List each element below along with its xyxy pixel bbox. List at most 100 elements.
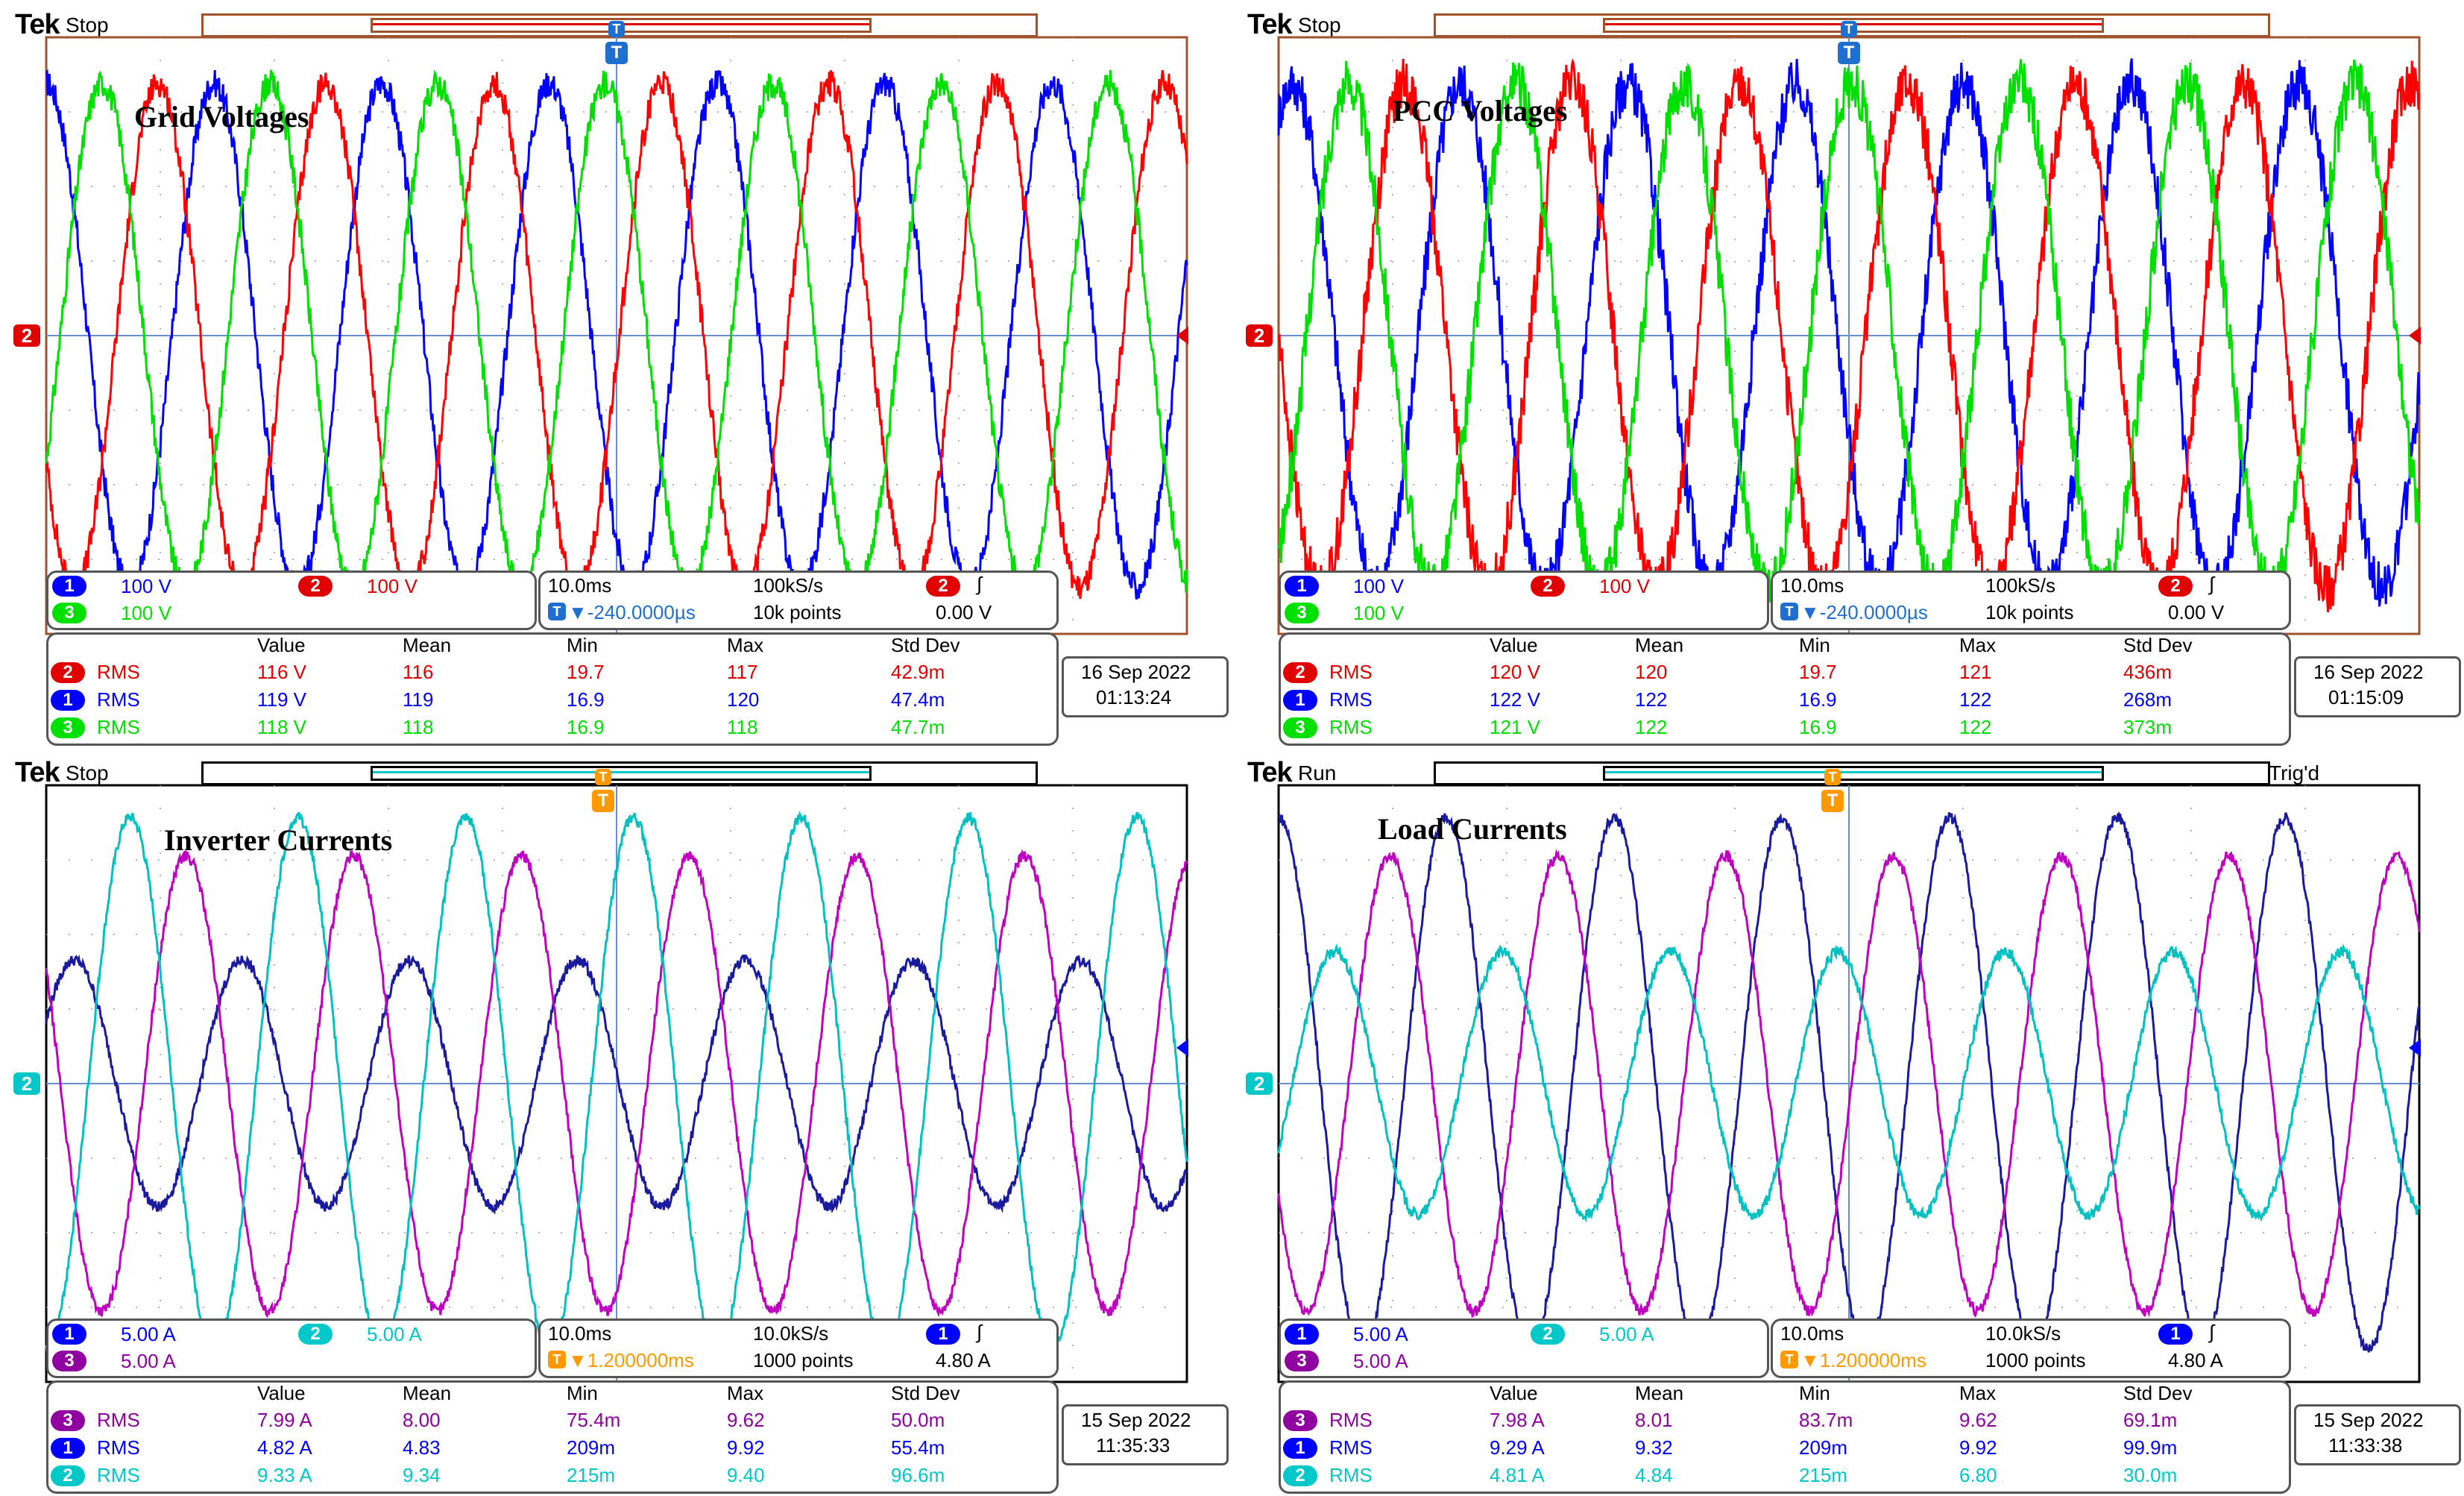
timebase-scale: 10.0ms (1780, 574, 1844, 597)
record-window[interactable] (371, 766, 872, 781)
measurement-min: 209m (567, 1436, 616, 1459)
trigger-slope-icon: ∫ (977, 573, 983, 595)
delay-trigger-icon: T (548, 603, 566, 620)
channel-badge[interactable]: 2 (298, 576, 333, 597)
scope-panel-pcc-voltages: Tek Stop PCC Voltages T T 2 1 100 V 2 100 V 3 100 V… (1232, 0, 2464, 748)
waveform-graticule (1277, 784, 2421, 1383)
acquisition-time: 01:15:09 (2328, 686, 2404, 708)
trigger-source-badge[interactable]: 1 (2158, 1324, 2193, 1345)
measurement-channel-badge[interactable]: 2 (1283, 662, 1317, 683)
measurement-column-header: Max (1959, 634, 1997, 656)
channel-scale-panel (46, 1319, 537, 1378)
waveform-ch-1 (1278, 811, 2421, 1359)
trigger-position-marker[interactable]: T (1821, 790, 1844, 812)
sample-rate: 10.0kS/s (1985, 1322, 2061, 1345)
date-time-box (1062, 656, 1229, 717)
trigger-level-arrow[interactable] (1176, 1039, 1188, 1057)
measurement-type: RMS (1329, 1436, 1373, 1459)
measurement-type: RMS (97, 1436, 140, 1459)
measurement-min: 16.9 (567, 688, 605, 711)
sample-rate: 100kS/s (1985, 574, 2055, 597)
measurement-column-header: Mean (1635, 634, 1684, 656)
trigger-source-badge[interactable]: 2 (926, 576, 960, 597)
measurement-mean: 4.84 (1635, 1464, 1673, 1486)
timebase-scale: 10.0ms (548, 574, 612, 597)
channel-ground-marker[interactable]: 2 (13, 324, 40, 347)
measurement-std: 50.0m (891, 1409, 945, 1431)
waveform-ch-2 (1277, 848, 2421, 1319)
channel-ground-marker[interactable]: 2 (1246, 1072, 1273, 1095)
measurement-type: RMS (97, 661, 140, 683)
channel-scale-value: 100 V (367, 575, 418, 597)
acquisition-date: 15 Sep 2022 (2313, 1409, 2424, 1431)
record-view-bar[interactable] (201, 761, 1038, 785)
trigger-level-arrow[interactable] (2409, 327, 2421, 345)
measurement-type: RMS (97, 688, 140, 711)
measurement-min: 215m (1799, 1464, 1848, 1486)
channel-ground-marker[interactable]: 2 (13, 1072, 40, 1095)
channel-scale-value: 5.00 A (1353, 1350, 1408, 1372)
measurement-value: 4.81 A (1490, 1464, 1545, 1486)
horizontal-delay: ▼-240.0000µs (1800, 601, 1928, 623)
record-window-line (373, 771, 869, 773)
measurement-panel (1279, 632, 2291, 746)
measurement-column-header: Value (257, 634, 306, 656)
horizontal-delay: ▼1.200000ms (1800, 1349, 1926, 1371)
record-window[interactable] (1603, 766, 2104, 781)
waveform-ch-3 (1277, 943, 2421, 1223)
trigger-position-marker[interactable]: T (605, 42, 628, 64)
channel-ground-marker[interactable]: 2 (1246, 324, 1273, 347)
acquisition-time: 11:35:33 (1096, 1434, 1170, 1456)
channel-badge[interactable]: 3 (52, 1351, 86, 1371)
measurement-channel-badge[interactable]: 2 (51, 1465, 85, 1486)
date-time-box (2294, 656, 2461, 717)
trigger-position-marker[interactable]: T (1838, 42, 1860, 64)
measurement-type: RMS (1329, 661, 1373, 683)
trigger-level-arrow[interactable] (1176, 327, 1188, 345)
measurement-channel-badge[interactable]: 1 (51, 690, 85, 711)
measurement-channel-badge[interactable]: 3 (1283, 1410, 1317, 1431)
channel-badge[interactable]: 1 (52, 1324, 86, 1345)
measurement-min: 16.9 (1799, 716, 1837, 738)
channel-badge[interactable]: 1 (52, 576, 86, 597)
channel-badge[interactable]: 2 (298, 1324, 333, 1345)
measurement-channel-badge[interactable]: 3 (51, 1410, 85, 1431)
measurement-channel-badge[interactable]: 2 (1283, 1465, 1317, 1486)
waveform-ch-3 (45, 811, 1188, 1358)
trigger-level: 4.80 A (2168, 1349, 2223, 1371)
measurement-type: RMS (97, 1464, 140, 1486)
measurement-channel-badge[interactable]: 2 (51, 662, 85, 683)
channel-badge[interactable]: 1 (1285, 1324, 1319, 1345)
sample-rate: 100kS/s (753, 574, 823, 597)
trigger-level-arrow[interactable] (2409, 1039, 2421, 1057)
trigger-source-badge[interactable]: 2 (2158, 576, 2193, 597)
measurement-channel-badge[interactable]: 3 (1283, 717, 1317, 738)
record-view-bar[interactable] (1434, 761, 2270, 785)
acquisition-state: Stop (1298, 13, 1341, 37)
measurement-channel-badge[interactable]: 1 (1283, 1438, 1317, 1459)
acquisition-state: Run (1298, 761, 1337, 785)
channel-badge[interactable]: 3 (1285, 1351, 1319, 1371)
measurement-channel-badge[interactable]: 3 (51, 717, 85, 738)
measurement-max: 9.40 (727, 1464, 765, 1486)
channel-badge[interactable]: 2 (1531, 576, 1565, 597)
measurement-channel-badge[interactable]: 1 (51, 1438, 85, 1459)
delay-trigger-icon: T (1780, 603, 1798, 620)
measurement-std: 268m (2123, 688, 2172, 711)
channel-badge[interactable]: 1 (1285, 576, 1319, 597)
measurement-type: RMS (97, 716, 140, 738)
channel-scale-value: 5.00 A (121, 1323, 176, 1345)
channel-badge[interactable]: 3 (52, 603, 86, 623)
date-time-box (2294, 1404, 2461, 1465)
measurement-min: 75.4m (567, 1409, 621, 1431)
measurement-channel-badge[interactable]: 1 (1283, 690, 1317, 711)
trigger-source-badge[interactable]: 1 (926, 1324, 960, 1345)
waveform-ch-1 (1277, 58, 2421, 615)
trigger-position-marker[interactable]: T (592, 790, 614, 812)
channel-scale-panel (46, 571, 537, 630)
channel-badge[interactable]: 3 (1285, 603, 1319, 623)
acquisition-state: Stop (66, 761, 109, 785)
measurement-mean: 8.00 (403, 1409, 441, 1431)
channel-badge[interactable]: 2 (1531, 1324, 1565, 1345)
measurement-column-header: Min (567, 1382, 598, 1404)
